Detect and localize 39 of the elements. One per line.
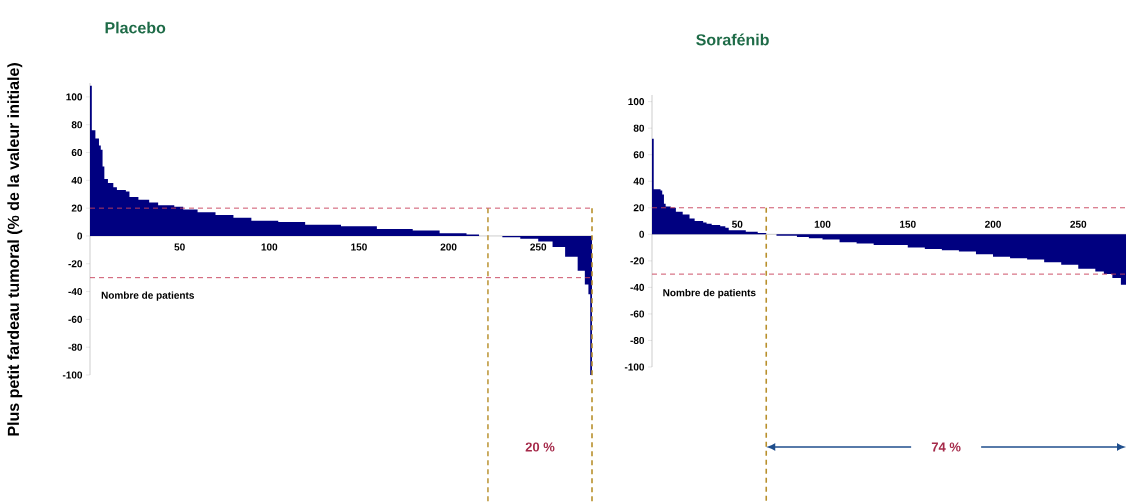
y-tick-label: -100 (62, 371, 83, 379)
text: 20 % (525, 442, 555, 452)
y-tick-label: 80 (71, 121, 83, 129)
y-tick-label: -60 (630, 310, 645, 318)
y-tick-label: -40 (630, 283, 645, 292)
y-tick-label: 20 (71, 204, 83, 212)
x-tick-label: 150 (351, 243, 367, 251)
chart-title: Placebo (105, 21, 166, 34)
x-tick-label: 150 (900, 220, 916, 228)
x-tick-label: 250 (530, 243, 547, 251)
y-axis-title: Plus petit fardeau tumoral (% de la valeur initiale) (7, 63, 23, 436)
y-tick-label: 0 (77, 232, 83, 240)
y-tick-label: -40 (68, 288, 83, 296)
x-tick-label: 200 (985, 220, 1001, 228)
y-tick-label: 20 (633, 204, 645, 212)
y-tick-label: 100 (66, 93, 83, 101)
y-tick-label: 80 (633, 124, 645, 132)
y-tick-label: 60 (633, 151, 645, 159)
x-tick-label: 200 (440, 243, 457, 251)
chart-title: Sorafénib (696, 33, 769, 46)
y-tick-label: -80 (68, 343, 83, 351)
y-tick-label: -20 (630, 257, 645, 265)
y-tick-label: 0 (639, 230, 645, 238)
y-tick-label: -80 (630, 337, 645, 345)
y-tick-label: -20 (68, 260, 83, 268)
x-axis-title: Nombre de patients (101, 291, 195, 301)
x-tick-label: 50 (732, 220, 743, 228)
y-tick-label: 40 (633, 177, 645, 185)
x-axis-title: Nombre de patients (663, 288, 756, 299)
y-tick-label: -100 (624, 363, 645, 371)
y-tick-label: 100 (628, 98, 645, 106)
x-tick-label: 50 (174, 243, 185, 251)
y-tick-label: 60 (71, 149, 83, 157)
y-tick-label: 40 (71, 176, 83, 184)
x-tick-label: 100 (261, 243, 278, 251)
x-tick-label: 100 (814, 220, 831, 228)
y-tick-label: -60 (68, 315, 83, 324)
x-tick-label: 250 (1070, 220, 1087, 228)
text: 74 % (931, 442, 961, 452)
